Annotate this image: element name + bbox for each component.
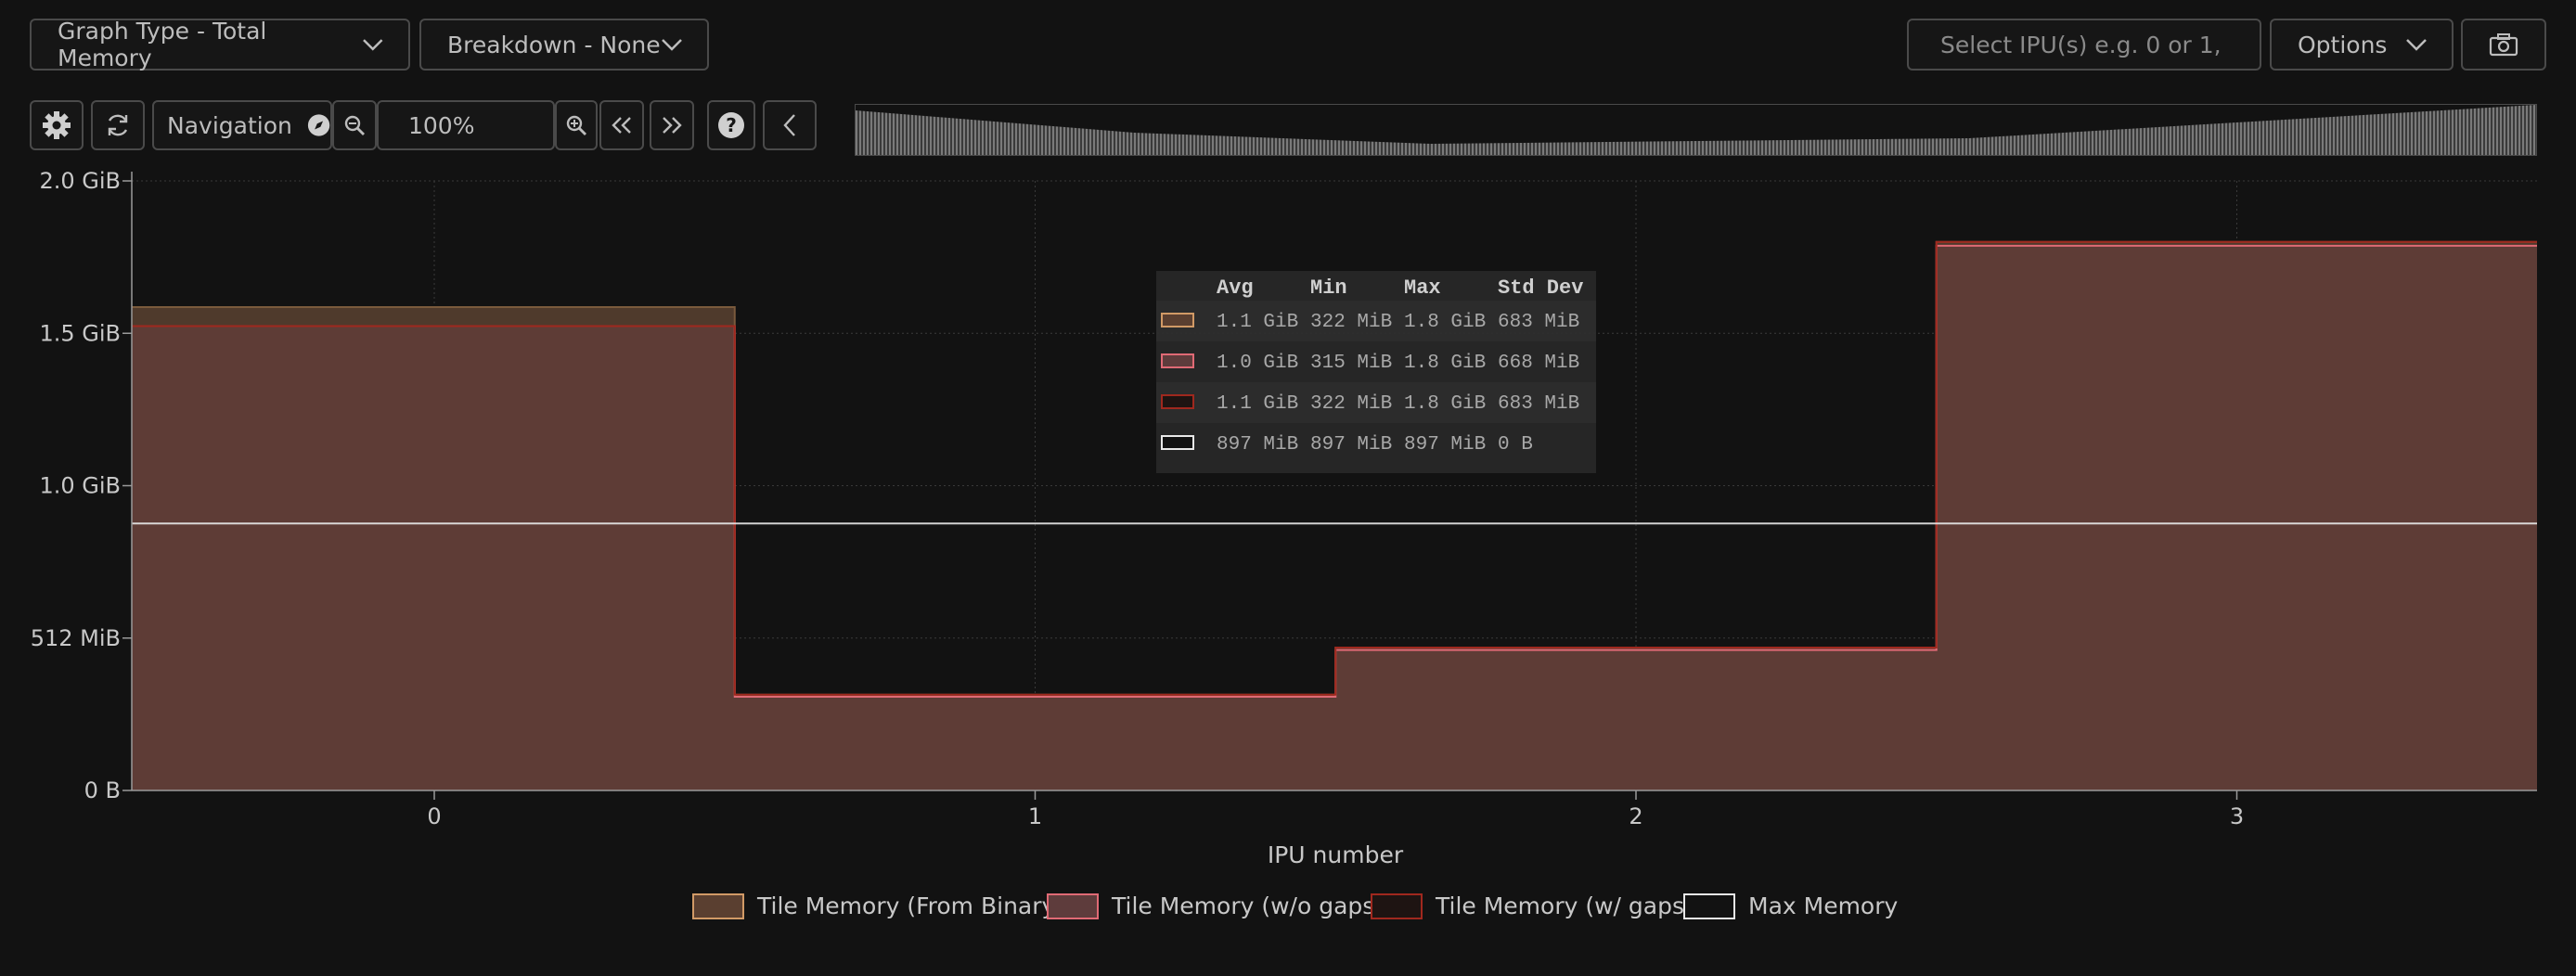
stats-header-std: Std Dev [1498,276,1584,300]
legend-swatch [1047,893,1099,919]
graph-type-dropdown[interactable]: Graph Type - Total Memory [30,18,410,71]
screenshot-button[interactable] [2461,19,2546,71]
y-tick-label: 512 MiB [31,625,121,651]
legend-item-from-binary[interactable]: Tile Memory (From Binary) [692,893,1064,919]
y-tick-label: 1.5 GiB [39,320,121,346]
chevron-down-icon [2406,39,2427,51]
refresh-icon [108,114,128,136]
ipu-select-input[interactable]: Select IPU(s) e.g. 0 or 1, [1907,19,2261,71]
stats-cell: 1.1 GiB [1217,393,1299,415]
camera-icon [2489,33,2518,57]
zoom-level-input[interactable]: 100% [377,100,555,150]
stats-cell: 668 MiB [1498,353,1580,374]
compass-icon [307,114,330,136]
options-dropdown[interactable]: Options [2270,19,2454,71]
stats-cell: 1.1 GiB [1217,312,1299,333]
stats-swatch [1161,353,1194,368]
x-tick-label: 0 [427,803,441,829]
stats-tooltip: Avg Min Max Std Dev 1.1 GiB 322 MiB 1.8 Gi… [1156,271,1596,473]
minimap-shape [856,105,2536,155]
stats-cell: 1.0 GiB [1217,353,1299,374]
legend-label: Tile Memory (w/o gaps) [1112,893,1385,919]
graph-type-label: Graph Type - Total Memory [58,18,267,71]
y-tick-label: 2.0 GiB [39,168,121,194]
y-tick-label: 0 B [84,777,121,803]
zoom-in-icon [566,115,586,135]
x-tick-label: 2 [1629,803,1642,829]
double-chevron-right-icon [663,117,682,134]
legend-item-wo-gaps[interactable]: Tile Memory (w/o gaps) [1047,893,1384,919]
legend-label: Tile Memory (From Binary) [757,893,1065,919]
legend-swatch [692,893,744,919]
help-icon: ? [718,112,744,138]
scroll-left-button[interactable] [599,100,644,150]
x-tick-label: 1 [1028,803,1042,829]
stats-cell: 683 MiB [1498,312,1580,333]
chevron-down-icon [662,39,682,51]
stats-cell: 315 MiB [1310,353,1393,374]
svg-text:?: ? [726,114,737,136]
help-button[interactable]: ? [707,100,755,150]
legend-label: Tile Memory (w/ gaps) [1436,893,1694,919]
gear-icon [43,111,71,139]
stats-cell: 1.8 GiB [1404,393,1487,415]
options-label: Options [2298,31,2388,58]
stats-cell: 897 MiB [1217,434,1299,456]
zoom-in-button[interactable] [555,100,598,150]
x-tick-label: 3 [2230,803,2244,829]
legend-item-max-memory[interactable]: Max Memory [1683,893,1898,919]
stats-header-min: Min [1310,276,1347,300]
stats-cell: 897 MiB [1404,434,1487,456]
stats-header-max: Max [1404,276,1441,300]
scroll-right-button[interactable] [650,100,694,150]
stats-cell: 1.8 GiB [1404,353,1487,374]
stats-row: 1.1 GiB 322 MiB 1.8 GiB 683 MiB [1156,382,1596,423]
chevron-left-icon [783,114,795,136]
zoom-out-button[interactable] [332,100,377,150]
stats-swatch [1161,313,1194,327]
breakdown-dropdown[interactable]: Breakdown - None [419,19,709,71]
zoom-level-value: 100% [408,111,475,139]
chart-axes: 2.0 GiB 1.5 GiB 1.0 GiB 512 MiB 0 B 0 1 2 3 [31,168,2537,829]
chart-lines [132,240,2537,698]
series-wo-gaps-area [132,245,2537,790]
chevron-down-icon [363,39,383,51]
settings-button[interactable] [30,100,84,150]
legend-item-w-gaps[interactable]: Tile Memory (w/ gaps) [1371,893,1694,919]
navigation-label: Navigation [167,111,292,139]
stats-row: 1.1 GiB 322 MiB 1.8 GiB 683 MiB [1156,301,1596,341]
y-tick-label: 1.0 GiB [39,473,121,499]
ipu-select-placeholder: Select IPU(s) e.g. 0 or 1, [1940,31,2222,58]
refresh-button[interactable] [91,100,145,150]
stats-cell: 322 MiB [1310,393,1393,415]
breakdown-label: Breakdown - None [447,31,661,58]
memory-chart: 2.0 GiB 1.5 GiB 1.0 GiB 512 MiB 0 B 0 1 2 3 IPU … [31,168,2537,868]
x-axis-label: IPU number [1268,841,1404,868]
stats-header-avg: Avg [1217,276,1254,300]
stats-cell: 322 MiB [1310,312,1393,333]
zoom-out-icon [344,115,365,135]
navigation-mode[interactable]: Navigation [152,100,332,150]
chart-fills [132,241,2537,790]
collapse-button[interactable] [763,100,817,150]
stats-cell: 1.8 GiB [1404,312,1487,333]
stats-cell: 683 MiB [1498,393,1580,415]
stats-swatch [1161,394,1194,409]
stats-cell: 897 MiB [1310,434,1393,456]
double-chevron-left-icon [612,117,631,134]
stats-swatch [1161,435,1194,450]
stats-row: 1.0 GiB 315 MiB 1.8 GiB 668 MiB [1156,341,1596,382]
stats-cell: 0 B [1498,434,1533,456]
legend-label: Max Memory [1748,893,1899,919]
legend-swatch [1683,893,1735,919]
legend-swatch [1371,893,1423,919]
minimap-overview[interactable] [855,104,2537,156]
series-w-gaps-line [132,240,2537,696]
stats-row: 897 MiB 897 MiB 897 MiB 0 B [1156,423,1596,464]
